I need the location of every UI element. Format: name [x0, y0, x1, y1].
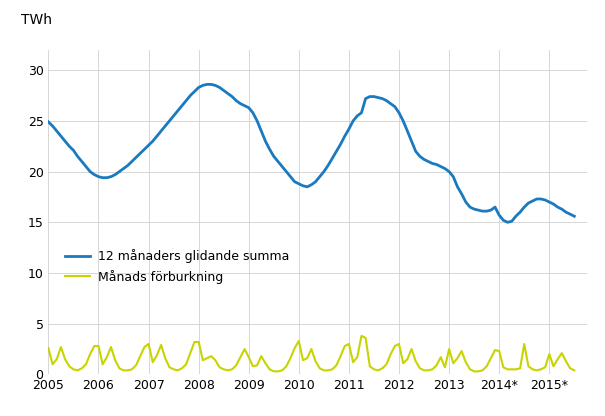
Line: Månads förburkning: Månads förburkning — [48, 336, 574, 371]
Månads förburkning — [541, 365, 549, 370]
Månads förburkning — [495, 349, 503, 354]
12 månaders glidande summa — [491, 205, 499, 210]
Månads förburkning — [358, 333, 365, 338]
12 månaders glidande summa — [362, 96, 369, 101]
Text: TWh: TWh — [21, 13, 53, 27]
Månads förburkning — [270, 369, 278, 374]
12 månaders glidande summa — [45, 119, 52, 124]
Månads förburkning — [571, 368, 578, 373]
12 månaders glidande summa — [504, 220, 511, 225]
Månads förburkning — [70, 367, 77, 372]
Legend: 12 månaders glidande summa, Månads förburkning: 12 månaders glidande summa, Månads förbu… — [60, 244, 294, 289]
12 månaders glidande summa — [203, 82, 211, 87]
12 månaders glidande summa — [571, 214, 578, 219]
Månads förburkning — [354, 355, 361, 360]
12 månaders glidande summa — [541, 198, 549, 203]
12 månaders glidande summa — [383, 98, 390, 103]
Månads förburkning — [387, 352, 394, 357]
Line: 12 månaders glidande summa: 12 månaders glidande summa — [48, 84, 574, 222]
12 månaders glidande summa — [70, 148, 77, 153]
Månads förburkning — [45, 346, 52, 351]
Månads förburkning — [366, 364, 373, 369]
12 månaders glidande summa — [354, 113, 361, 118]
